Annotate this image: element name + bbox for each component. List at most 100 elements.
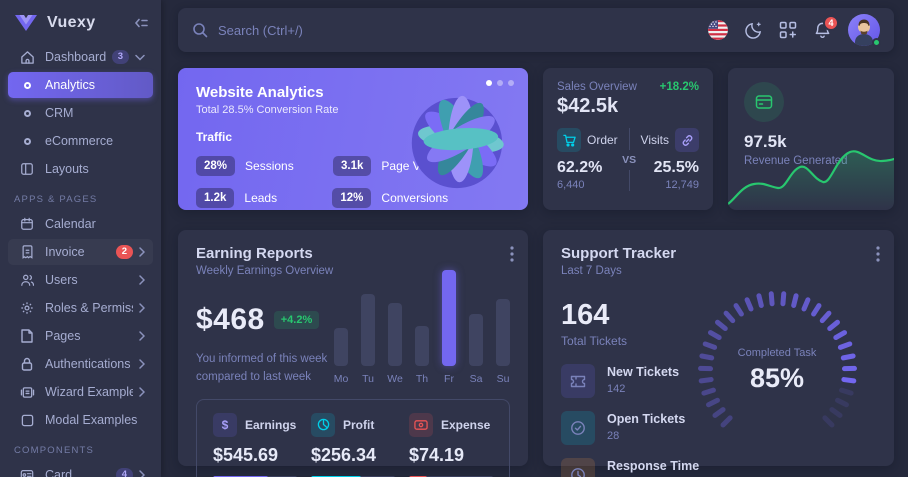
circle-icon <box>18 109 36 117</box>
revenue-label: Revenue Generated <box>744 155 848 167</box>
credit-card-icon <box>744 82 784 122</box>
sidebar-item-roles-permissions[interactable]: Roles & Permissions <box>8 295 153 321</box>
sidebar-item-pages[interactable]: Pages <box>8 323 153 349</box>
search-bar[interactable] <box>192 22 708 38</box>
stat-label: Conversions <box>381 191 449 205</box>
shortcuts-grid-icon[interactable] <box>779 21 797 39</box>
chevron-right-icon <box>139 247 145 257</box>
sidebar-item-ecommerce[interactable]: eCommerce <box>8 128 153 154</box>
total-tickets-label: Total Tickets <box>561 334 628 348</box>
carousel-dot[interactable] <box>508 80 514 86</box>
notification-count-badge: 4 <box>823 14 839 31</box>
visits-label: Visits <box>640 133 669 147</box>
sidebar-item-users[interactable]: Users <box>8 267 153 293</box>
menu-collapse-icon[interactable] <box>134 16 149 30</box>
more-options-icon[interactable] <box>874 244 882 264</box>
gauge-value: 85% <box>749 362 805 393</box>
visits-count: 12,749 <box>665 179 699 191</box>
sidebar: Vuexy Dashboard 3 Analytics CRM eCommerc… <box>0 0 161 477</box>
sidebar-item-modal-examples[interactable]: Modal Examples <box>8 407 153 433</box>
carousel-dot[interactable] <box>486 80 492 86</box>
traffic-label: Traffic <box>196 130 233 144</box>
square-icon <box>18 414 36 427</box>
order-count: 6,440 <box>557 179 585 191</box>
ticket-icon <box>561 364 595 398</box>
earning-bars: Mo Tu We Th Fr Sa Su <box>334 245 510 387</box>
wizard-icon <box>18 386 36 399</box>
card-title: Website Analytics <box>196 84 324 101</box>
sidebar-item-authentications[interactable]: Authentications <box>8 351 153 377</box>
gear-icon <box>18 301 36 315</box>
search-icon <box>192 22 208 38</box>
website-analytics-card: Website Analytics Total 28.5% Conversion… <box>178 68 528 210</box>
online-status-dot <box>872 38 881 47</box>
card-subtitle: Weekly Earnings Overview <box>196 265 334 277</box>
earning-summary-box: $ Earnings $545.69 Profit $256.34 <box>196 398 510 477</box>
brand: Vuexy <box>0 10 161 42</box>
stat-value: 12% <box>332 188 372 208</box>
sidebar-item-invoice[interactable]: Invoice 2 <box>8 239 153 265</box>
card-icon <box>18 469 36 477</box>
circle-icon <box>18 137 36 145</box>
pie-chart-icon <box>311 412 335 437</box>
chevron-right-icon <box>139 359 145 369</box>
invoice-icon <box>18 245 36 259</box>
stat-value: 3.1k <box>333 156 372 176</box>
chevron-down-icon <box>135 54 145 61</box>
earning-reports-card: Earning Reports Weekly Earnings Overview… <box>178 230 528 477</box>
chevron-right-icon <box>139 331 145 341</box>
order-label: Order <box>587 133 618 147</box>
stat-value: 28% <box>196 156 236 176</box>
completed-task-gauge: Completed Task 85% <box>682 275 872 465</box>
search-input[interactable] <box>218 22 518 38</box>
earning-bar: Th <box>415 270 429 385</box>
revenue-generated-card: 97.5k Revenue Generated <box>728 68 894 210</box>
sidebar-item-layouts[interactable]: Layouts <box>8 156 153 182</box>
summary-value: $545.69 <box>213 444 279 465</box>
layout-icon <box>18 162 36 176</box>
calendar-icon <box>18 217 36 231</box>
revenue-value: 97.5k <box>744 132 787 151</box>
earnings-change-badge: +4.2% <box>273 311 320 329</box>
stat-label: Sessions <box>245 159 294 173</box>
notifications-bell-icon[interactable]: 4 <box>813 14 839 40</box>
theme-moon-icon[interactable] <box>744 21 763 40</box>
more-options-icon[interactable] <box>508 244 516 264</box>
card-badge: 4 <box>115 468 133 477</box>
weekly-earnings-amount: $468 <box>196 303 265 336</box>
check-circle-icon <box>561 411 595 445</box>
card-title: Support Tracker <box>561 245 677 262</box>
chevron-right-icon <box>139 470 145 477</box>
card-subtitle: Last 7 Days <box>561 265 622 277</box>
sidebar-item-calendar[interactable]: Calendar <box>8 211 153 237</box>
stat-label: Leads <box>244 191 278 205</box>
earning-bar: Sa <box>469 270 483 385</box>
dollar-icon: $ <box>213 412 237 437</box>
sidebar-item-dashboard[interactable]: Dashboard 3 <box>8 44 153 70</box>
summary-expense: Expense $74.19 <box>409 412 493 477</box>
language-flag-us-icon[interactable] <box>708 20 728 40</box>
sidebar-item-wizard-examples[interactable]: Wizard Examples <box>8 379 153 405</box>
earnings-note-line2: compared to last week <box>196 370 312 383</box>
carousel-dots <box>486 80 514 86</box>
sidebar-item-analytics[interactable]: Analytics <box>8 72 153 98</box>
user-avatar[interactable] <box>848 14 881 47</box>
invoice-badge: 2 <box>115 245 133 259</box>
main-content: 4 Website Analytics Total 28.5% Conversi… <box>161 0 908 477</box>
stat-value: 1.2k <box>196 188 235 208</box>
sales-overview-card: Sales Overview +18.2% $42.5k Order 62.2%… <box>543 68 713 210</box>
sidebar-item-card[interactable]: Card 4 <box>8 462 153 477</box>
users-icon <box>18 273 36 287</box>
brand-name: Vuexy <box>47 14 96 31</box>
earning-bar: Tu <box>361 270 375 385</box>
sales-change-badge: +18.2% <box>659 81 699 93</box>
ticket-stat-open: Open Tickets 28 <box>561 411 876 445</box>
vuexy-logo-icon <box>14 14 38 32</box>
link-icon <box>675 128 699 152</box>
chevron-right-icon <box>139 303 145 313</box>
cart-icon <box>557 128 581 152</box>
earnings-note-line1: You informed of this week <box>196 353 328 365</box>
carousel-dot[interactable] <box>497 80 503 86</box>
earning-bar: Su <box>496 270 510 385</box>
sidebar-item-crm[interactable]: CRM <box>8 100 153 126</box>
